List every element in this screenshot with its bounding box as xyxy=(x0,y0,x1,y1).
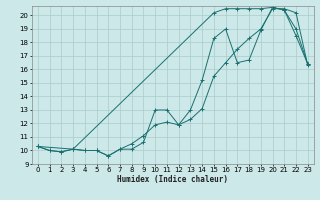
X-axis label: Humidex (Indice chaleur): Humidex (Indice chaleur) xyxy=(117,175,228,184)
